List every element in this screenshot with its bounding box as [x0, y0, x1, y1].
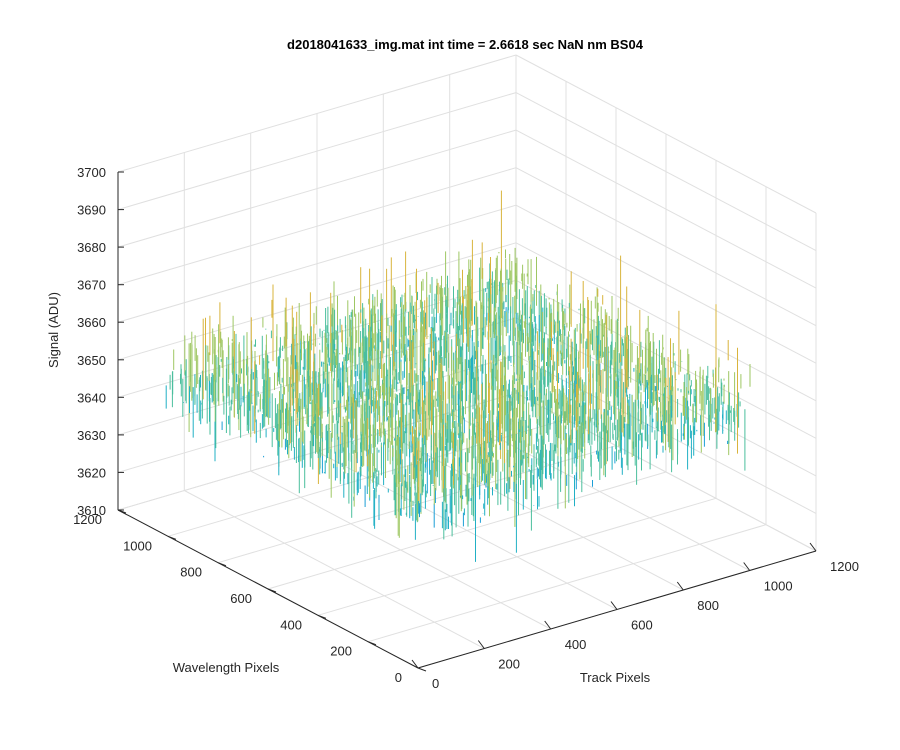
x-tick-label: 1000: [764, 579, 793, 594]
z-tick-label: 3610: [77, 503, 106, 518]
z-tick-label: 3670: [77, 278, 106, 293]
axes: [117, 171, 817, 672]
x-tick: [676, 581, 684, 591]
y-tick: [117, 509, 127, 514]
x-tick-label: 400: [565, 637, 587, 652]
y-tick-label: 200: [330, 644, 352, 659]
y-tick: [267, 588, 277, 593]
gridline: [184, 490, 485, 649]
x-axis-label: Track Pixels: [580, 670, 651, 685]
x-tick-label: 1200: [830, 559, 859, 574]
surface-mesh: [165, 190, 751, 562]
z-tick-label: 3700: [77, 165, 106, 180]
x-tick: [809, 542, 817, 552]
y-tick-label: 600: [230, 591, 252, 606]
x-tick: [610, 601, 618, 610]
x-tick-label: 800: [697, 598, 719, 613]
x-tick-label: 600: [631, 618, 653, 633]
y-tick-label: 0: [395, 670, 402, 685]
y-tick-label: 1200: [73, 512, 102, 527]
z-tick-label: 3620: [77, 465, 106, 480]
x-tick: [411, 659, 419, 669]
y-tick-label: 400: [280, 617, 302, 632]
x-tick: [743, 562, 751, 571]
x-tick: [477, 640, 485, 649]
y-tick: [417, 667, 427, 672]
y-tick: [167, 535, 177, 540]
x-tick: [544, 620, 552, 630]
z-tick-label: 3690: [77, 203, 106, 218]
z-tick-label: 3680: [77, 240, 106, 255]
z-tick-label: 3650: [77, 353, 106, 368]
y-tick-label: 800: [180, 565, 202, 580]
z-tick-label: 3630: [77, 428, 106, 443]
y-tick: [217, 562, 227, 567]
x-tick-label: 200: [498, 657, 520, 672]
z-tick-label: 3640: [77, 390, 106, 405]
y-axis-label: Wavelength Pixels: [173, 660, 280, 675]
y-tick-label: 1000: [123, 538, 152, 553]
chart-title: d2018041633_img.mat int time = 2.6618 se…: [287, 37, 644, 52]
y-tick: [367, 641, 377, 646]
x-tick-label: 0: [432, 676, 439, 691]
z-axis-label: Signal (ADU): [46, 292, 61, 368]
y-tick: [317, 614, 327, 619]
tick-labels: 3610 3620 3630 3640 3650 3660 3670 3680 3690 3700…: [73, 165, 859, 691]
gridline: [250, 470, 551, 630]
z-tick-label: 3660: [77, 315, 106, 330]
